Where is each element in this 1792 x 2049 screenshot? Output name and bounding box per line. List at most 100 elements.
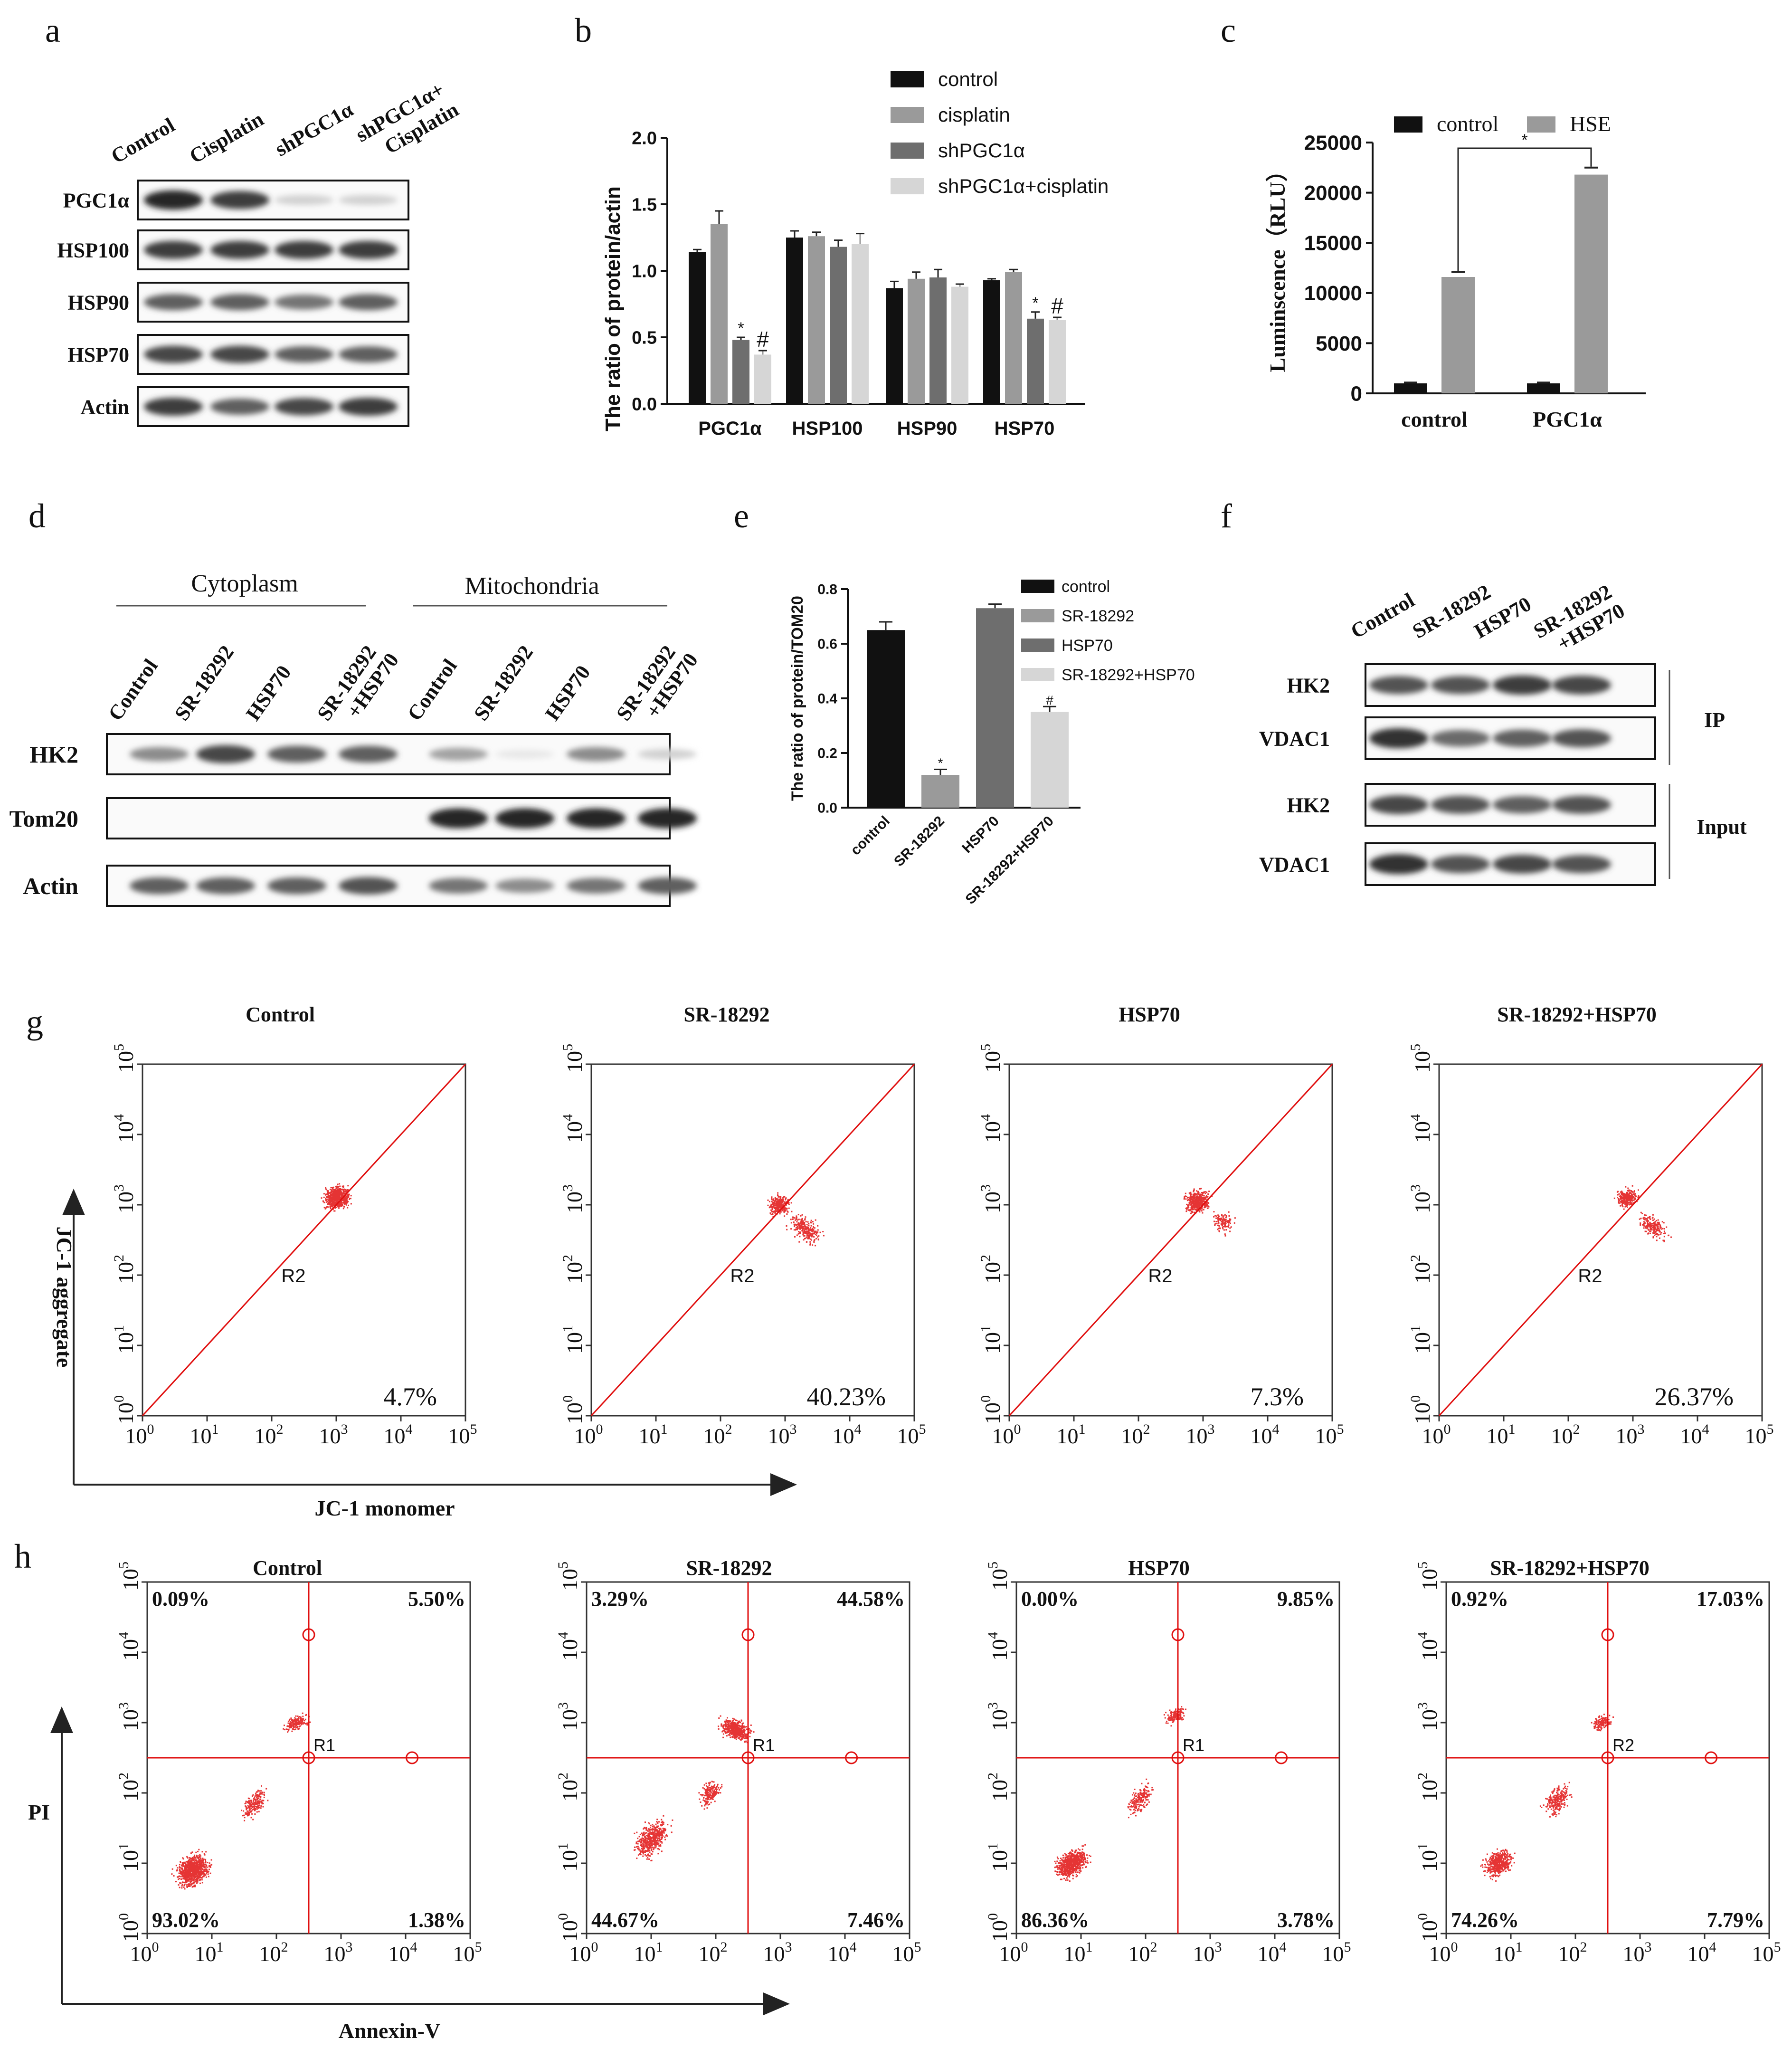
- b-category-label: PGC1α: [698, 418, 762, 439]
- h-ytick-label: 104: [985, 1632, 1012, 1661]
- g-ytick-label: 102: [560, 1255, 587, 1284]
- h-quadrant-ur: 17.03%: [1697, 1587, 1764, 1611]
- g-xtick-label: 103: [319, 1421, 348, 1448]
- h-quadrant-ul: 0.09%: [152, 1587, 209, 1611]
- c-ytick-label: 10000: [1304, 282, 1362, 305]
- e-significance-mark: *: [938, 756, 943, 771]
- d-band: [567, 878, 626, 894]
- h-xtick-label: 105: [453, 1939, 482, 1966]
- h-event-cloud: [634, 1815, 673, 1861]
- panel-b-bar-chart: The ratio of protein/actin 0.0 0.5 1.0 1.5 2…: [601, 68, 1109, 439]
- b-ylabel: The ratio of protein/actin: [601, 186, 625, 431]
- e-ytick-label: 0.6: [817, 637, 837, 652]
- g-plot-title: HSP70: [1119, 1003, 1180, 1026]
- g-event-cloud: [1613, 1185, 1640, 1210]
- d-band: [196, 745, 255, 763]
- panel-letter-d: d: [28, 497, 46, 535]
- g-ytick-label: 104: [111, 1114, 138, 1143]
- a-band: [339, 294, 398, 311]
- b-legend-label: cisplatin: [938, 104, 1010, 126]
- h-xtick-label: 105: [1752, 1939, 1781, 1966]
- g-ytick-label: 104: [978, 1114, 1005, 1143]
- g-xtick-label: 103: [1186, 1421, 1215, 1448]
- g-ytick-label: 100: [560, 1395, 587, 1424]
- a-band: [210, 345, 269, 363]
- a-row-label: HSP70: [67, 343, 129, 366]
- g-ytick-label: 101: [111, 1325, 138, 1354]
- h-ytick-label: 103: [1415, 1702, 1441, 1731]
- b-category-label: HSP70: [995, 418, 1055, 439]
- g-percent-label: 40.23%: [807, 1382, 886, 1411]
- panel-d-western-blot: Cytoplasm Mitochondria Control SR-18292 HS…: [9, 570, 702, 907]
- a-row-label: HSP100: [57, 238, 129, 262]
- g-ytick-label: 100: [978, 1395, 1005, 1424]
- panel-g-flow-cytometry: Control100100101101102102103103104104105…: [52, 1003, 1774, 1520]
- h-quadrant-lr: 1.38%: [408, 1908, 465, 1932]
- g-ytick-label: 102: [1408, 1255, 1434, 1284]
- f-ip-label: IP: [1704, 708, 1725, 732]
- h-gate-label: R1: [753, 1735, 775, 1755]
- h-quadrant-handle: [302, 1628, 315, 1641]
- e-legend-swatch: [1021, 609, 1054, 622]
- h-quadrant-lr: 7.46%: [847, 1908, 905, 1932]
- h-quadrant-ur: 9.85%: [1277, 1587, 1335, 1611]
- f-band: [1431, 855, 1490, 874]
- g-xlabel: JC-1 monomer: [314, 1496, 455, 1520]
- c-bar: [1574, 174, 1608, 393]
- h-xtick-label: 103: [324, 1939, 353, 1966]
- b-bar: [808, 236, 825, 404]
- d-band: [196, 877, 255, 895]
- h-event-cloud: [1591, 1714, 1614, 1732]
- g-xtick-label: 100: [992, 1421, 1021, 1448]
- a-band: [210, 398, 269, 415]
- a-band: [144, 345, 203, 363]
- h-xtick-label: 102: [259, 1939, 288, 1966]
- b-legend-swatch: [891, 71, 924, 87]
- e-legend-swatch: [1021, 580, 1054, 593]
- h-quadrant-handle: [845, 1751, 858, 1764]
- c-significance-mark: *: [1521, 131, 1527, 149]
- b-category-label: HSP90: [897, 418, 958, 439]
- a-band: [275, 398, 333, 416]
- g-event-cloud: [321, 1183, 352, 1212]
- a-band: [144, 294, 203, 311]
- d-band: [339, 745, 398, 763]
- h-ytick-label: 105: [555, 1562, 582, 1591]
- g-xtick-label: 102: [1551, 1421, 1580, 1448]
- c-ylabel: Luminscence（RLU）: [1265, 160, 1289, 372]
- h-xtick-label: 103: [1193, 1939, 1222, 1966]
- h-xtick-label: 104: [1258, 1939, 1287, 1966]
- h-event-cloud: [1163, 1706, 1186, 1727]
- h-quadrant-ul: 0.92%: [1451, 1587, 1508, 1611]
- h-ytick-label: 104: [116, 1632, 142, 1661]
- d-row-label: Tom20: [9, 805, 78, 832]
- e-ytick-label: 0.2: [817, 746, 837, 762]
- g-xtick-label: 100: [1422, 1421, 1451, 1448]
- blot-a-lane-label: shPGC1α: [271, 97, 358, 161]
- h-xtick-label: 101: [195, 1939, 224, 1966]
- d-lane-label: HSP70: [540, 661, 595, 724]
- h-event-cloud: [241, 1785, 269, 1821]
- d-band: [495, 878, 554, 893]
- f-band: [1431, 730, 1490, 747]
- f-lane-label: SR-18292+HSP70: [1530, 579, 1629, 663]
- a-band: [275, 240, 333, 259]
- b-significance-mark: *: [738, 319, 744, 337]
- panel-e-bar-chart: The ratio of protein/TOM20 0.0 0.2 0.4 0.6 0…: [788, 578, 1195, 907]
- h-quadrant-handle: [1275, 1751, 1288, 1764]
- g-xtick-label: 105: [1745, 1421, 1774, 1448]
- h-ytick-label: 104: [555, 1632, 582, 1661]
- d-band: [429, 878, 488, 894]
- f-row-label: VDAC1: [1259, 853, 1330, 876]
- b-bar: [886, 288, 903, 404]
- c-legend-swatch: [1527, 116, 1555, 133]
- g-gate-label: R2: [1148, 1266, 1172, 1287]
- c-bar: [1441, 277, 1475, 393]
- f-band: [1493, 675, 1552, 695]
- f-band: [1552, 676, 1611, 695]
- blot-a-lane-label: shPGC1α+Cisplatin: [352, 76, 463, 168]
- h-event-cloud: [283, 1712, 311, 1733]
- b-bar: [732, 340, 749, 404]
- c-ytick-label: 20000: [1304, 181, 1362, 205]
